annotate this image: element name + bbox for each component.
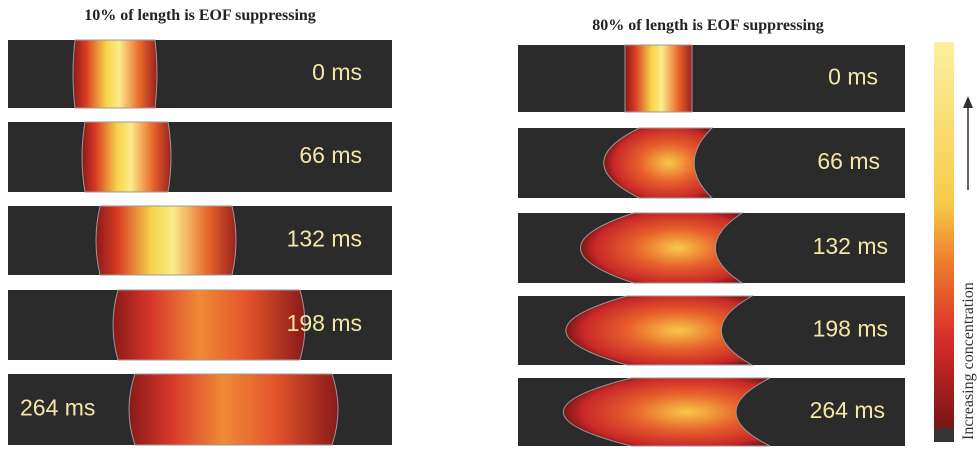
concentration-plug bbox=[73, 40, 157, 108]
concentration-plug bbox=[129, 374, 338, 445]
content: 10% of length is EOF suppressing 0 ms 66 m… bbox=[8, 7, 977, 446]
frame-time-label: 66 ms bbox=[817, 148, 880, 174]
figure: 10% of length is EOF suppressing 0 ms 66 m… bbox=[0, 0, 977, 450]
concentration-plug bbox=[96, 206, 236, 275]
frame-time-label: 0 ms bbox=[828, 64, 878, 90]
frame-time-label: 198 ms bbox=[813, 316, 888, 342]
frame-time-label: 66 ms bbox=[299, 142, 362, 168]
frame-time-label: 264 ms bbox=[20, 395, 95, 421]
colorbar bbox=[934, 42, 954, 442]
frame-time-label: 132 ms bbox=[287, 226, 362, 252]
frame-time-label: 0 ms bbox=[312, 59, 362, 85]
concentration-plug bbox=[82, 122, 171, 192]
frame-time-label: 132 ms bbox=[813, 233, 888, 259]
concentration-plug bbox=[113, 290, 305, 360]
panel-title: 80% of length is EOF suppressing bbox=[592, 17, 824, 34]
concentration-plug bbox=[625, 45, 692, 112]
colorbar-arrowhead bbox=[963, 96, 973, 108]
frame-time-label: 264 ms bbox=[810, 397, 885, 423]
frame-time-label: 198 ms bbox=[287, 310, 362, 336]
colorbar-label: Increasing concentration bbox=[960, 282, 977, 440]
panel-title: 10% of length is EOF suppressing bbox=[84, 7, 316, 24]
